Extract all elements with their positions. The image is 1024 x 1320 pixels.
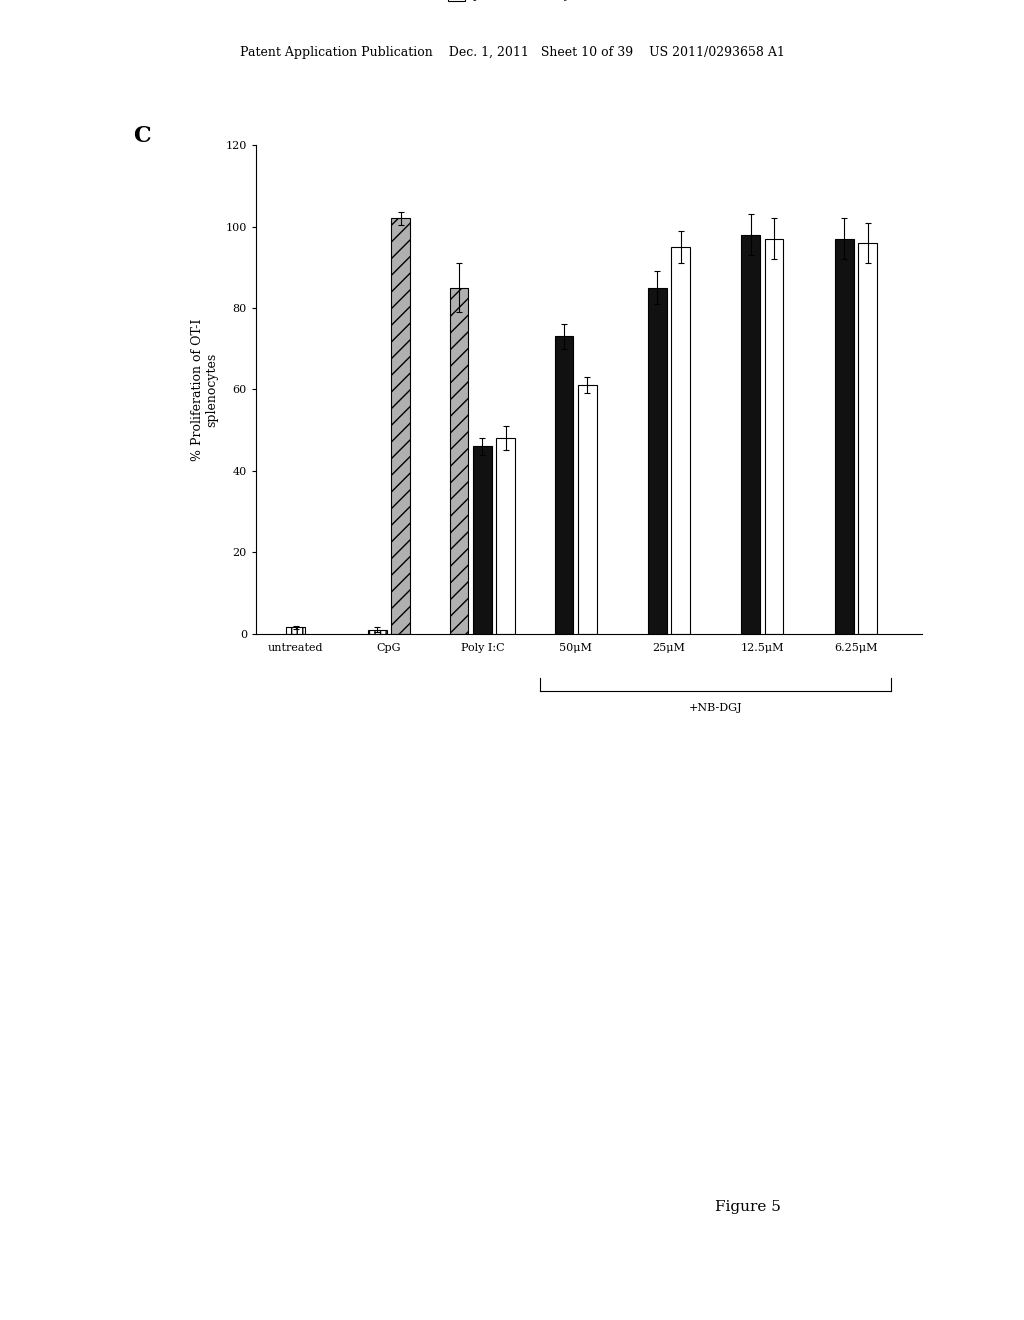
Bar (835, 239, 854, 634)
Text: Figure 5: Figure 5 (715, 1200, 780, 1214)
Legend: unpulsed-OT-I, pulsed-OT-I + untreated or treated MDSC, pulsed-OT-I+CpG treated : unpulsed-OT-I, pulsed-OT-I + untreated o… (447, 0, 710, 1)
Bar (287, 627, 305, 634)
Bar (368, 630, 387, 634)
Bar (579, 385, 597, 634)
Bar (450, 288, 468, 634)
Bar (497, 438, 515, 634)
Bar (648, 288, 667, 634)
Bar (555, 337, 573, 634)
Text: +NB-DGJ: +NB-DGJ (689, 702, 742, 713)
Bar (391, 218, 410, 634)
Bar (765, 239, 783, 634)
Bar (473, 446, 492, 634)
Text: Patent Application Publication    Dec. 1, 2011   Sheet 10 of 39    US 2011/02936: Patent Application Publication Dec. 1, 2… (240, 46, 784, 59)
Bar (741, 235, 760, 634)
Bar (858, 243, 877, 634)
Text: C: C (133, 125, 151, 148)
Bar (672, 247, 690, 634)
Y-axis label: % Proliferation of OT-I
splenocytes: % Proliferation of OT-I splenocytes (190, 318, 219, 461)
